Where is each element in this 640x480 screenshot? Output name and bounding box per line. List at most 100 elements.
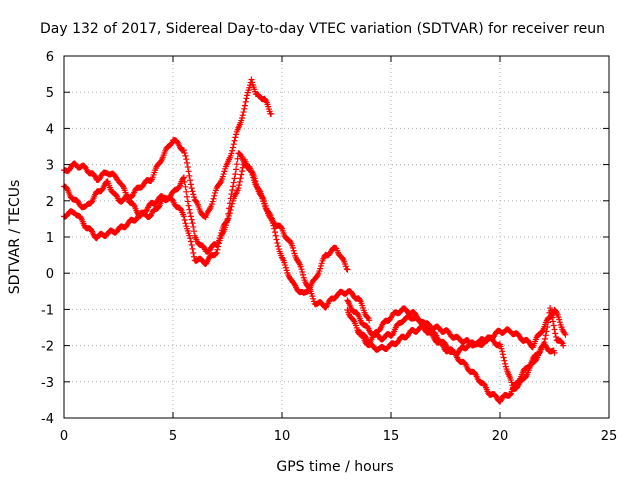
data-point-marker (389, 331, 396, 338)
data-point-marker (238, 171, 245, 178)
data-point-marker (250, 174, 257, 181)
data-point-marker (187, 210, 194, 217)
x-tick-label: 15 (383, 429, 400, 444)
data-point-marker (547, 307, 554, 314)
data-point-marker (180, 174, 187, 181)
data-point-marker (184, 198, 191, 205)
data-point-marker (191, 228, 198, 235)
data-point-marker (541, 339, 548, 346)
data-point-marker (212, 251, 219, 258)
data-point-marker (556, 319, 563, 326)
data-point-marker (183, 188, 190, 195)
data-point-marker (222, 222, 229, 229)
y-axis-label: SDTVAR / TECUs (7, 180, 23, 295)
data-point-marker (282, 264, 289, 271)
data-point-marker (562, 331, 569, 338)
data-point-marker (540, 342, 547, 349)
data-point-marker (499, 351, 506, 358)
data-point-marker (289, 244, 296, 251)
data-point-marker (191, 253, 198, 260)
x-tick-label: 25 (601, 429, 618, 444)
data-point-marker (272, 232, 279, 239)
data-point-marker (542, 335, 549, 342)
data-point-marker (206, 206, 213, 213)
y-tick-label: 3 (46, 159, 54, 174)
x-tick-label: 20 (492, 429, 509, 444)
data-point-marker (220, 171, 227, 178)
data-point-marker (548, 311, 555, 318)
data-point-marker (249, 171, 256, 178)
data-point-marker (244, 92, 251, 99)
data-point-marker (215, 240, 222, 247)
data-point-marker (183, 156, 190, 163)
data-point-marker (339, 255, 346, 262)
data-point-marker (180, 147, 187, 154)
series-4 (344, 297, 569, 351)
data-point-marker (350, 317, 357, 324)
data-point-marker (300, 271, 307, 278)
data-point-marker (268, 110, 275, 117)
data-point-marker (187, 235, 194, 242)
data-point-marker (544, 319, 551, 326)
data-point-marker (552, 330, 559, 337)
data-point-marker (236, 182, 243, 189)
data-point-marker (185, 202, 192, 209)
data-point-marker (242, 98, 249, 105)
data-point-marker (237, 175, 244, 182)
data-point-marker (190, 249, 197, 256)
data-point-marker (187, 177, 194, 184)
data-point-marker (188, 216, 195, 223)
data-point-marker (309, 293, 316, 300)
data-point-marker (188, 185, 195, 192)
data-point-marker (189, 245, 196, 252)
data-point-marker (507, 391, 514, 398)
data-point-marker (189, 220, 196, 227)
data-point-marker (113, 192, 120, 199)
series-3 (61, 150, 373, 324)
data-point-marker (229, 187, 236, 194)
data-point-marker (230, 179, 237, 186)
data-point-marker (233, 161, 240, 168)
axis-ticks: 0 5 10 15 20 25 -4 -3 -2 -1 0 1 2 3 4 5 6 (41, 50, 617, 444)
data-point-marker (229, 147, 236, 154)
data-point-marker (243, 95, 250, 102)
data-point-marker (552, 333, 559, 340)
data-point-marker (354, 310, 361, 317)
data-point-marker (187, 213, 194, 220)
series-5 (344, 305, 558, 405)
data-point-marker (181, 216, 188, 223)
data-point-marker (343, 265, 350, 272)
data-point-marker (239, 112, 246, 119)
y-tick-label: -4 (41, 412, 54, 427)
y-tick-label: 6 (46, 50, 54, 65)
y-tick-label: -3 (41, 376, 54, 391)
data-point-marker (190, 191, 197, 198)
data-markers (61, 76, 569, 405)
y-tick-label: -1 (41, 303, 54, 318)
data-point-marker (259, 195, 266, 202)
data-point-marker (282, 262, 289, 269)
data-point-marker (239, 164, 246, 171)
data-point-marker (290, 247, 297, 254)
data-point-marker (209, 198, 216, 205)
data-point-marker (310, 295, 317, 302)
data-point-marker (553, 308, 560, 315)
data-point-marker (225, 210, 232, 217)
data-point-marker (550, 322, 557, 329)
data-point-marker (232, 134, 239, 141)
data-point-marker (212, 189, 219, 196)
data-point-marker (229, 144, 236, 151)
data-point-marker (226, 205, 233, 212)
data-point-marker (508, 379, 515, 386)
data-point-marker (214, 246, 221, 253)
data-point-marker (298, 266, 305, 273)
data-point-marker (188, 242, 195, 249)
data-point-marker (182, 183, 189, 190)
data-point-marker (235, 185, 242, 192)
data-point-marker (231, 137, 238, 144)
data-point-marker (184, 163, 191, 170)
data-point-marker (509, 382, 516, 389)
data-point-marker (231, 175, 238, 182)
data-point-marker (239, 168, 246, 175)
data-point-marker (317, 265, 324, 272)
